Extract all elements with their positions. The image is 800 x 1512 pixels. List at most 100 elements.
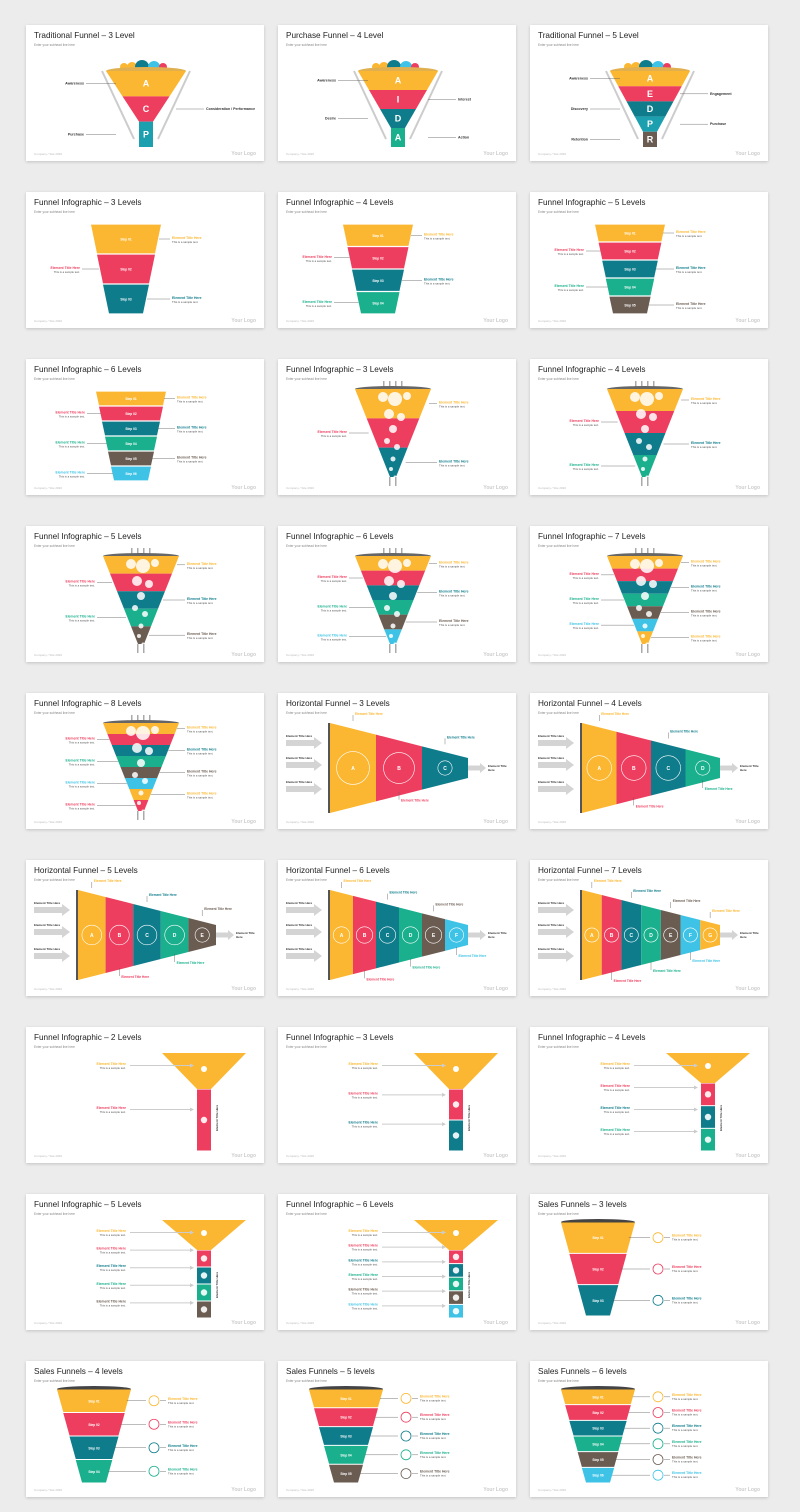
element-text: This is a sample text.: [352, 1095, 378, 1099]
slide-19[interactable]: Funnel Infographic – 2 Levels Enter your …: [26, 1027, 264, 1163]
element-title: Element Title Here: [691, 584, 721, 588]
slide-22[interactable]: Funnel Infographic – 5 Levels Enter your …: [26, 1194, 264, 1330]
slide-13[interactable]: Funnel Infographic – 8 Levels Enter your …: [26, 693, 264, 829]
element-title: Element Title Here: [705, 787, 733, 791]
funnel-ball: [397, 580, 405, 588]
slide-4[interactable]: Funnel Infographic – 3 Levels Enter your …: [26, 192, 264, 328]
element-text: This is a sample text.: [59, 475, 85, 479]
funnel-segment: [582, 723, 617, 813]
segment-letter: C: [629, 933, 633, 939]
slide-26[interactable]: Sales Funnels – 5 levels Enter your subhe…: [278, 1361, 516, 1497]
slide-logo: Your Logo: [735, 485, 760, 491]
slide-2[interactable]: Purchase Funnel – 4 Level Enter your subh…: [278, 25, 516, 161]
slide-9[interactable]: Funnel Infographic – 4 Levels Enter your …: [530, 359, 768, 495]
slide-6[interactable]: Funnel Infographic – 5 Levels Enter your …: [530, 192, 768, 328]
element-title: Element Title Here: [65, 781, 95, 785]
slide-17[interactable]: Horizontal Funnel – 6 Levels Enter your s…: [278, 860, 516, 996]
funnel-step: [602, 260, 658, 278]
slide-1[interactable]: Traditional Funnel – 3 Level Enter your s…: [26, 25, 264, 161]
funnel-segment: [133, 904, 161, 966]
segment-letter: A: [590, 933, 594, 939]
element-text: This is a sample text.: [69, 763, 95, 767]
slide-14[interactable]: Horizontal Funnel – 3 Levels Enter your s…: [278, 693, 516, 829]
slide-10[interactable]: Funnel Infographic – 5 Levels Enter your …: [26, 526, 264, 662]
element-title: Element Title Here: [420, 1470, 450, 1474]
element-text: This is a sample text.: [573, 601, 599, 605]
element-title: Element Title Here: [401, 799, 429, 803]
stage-icon: [200, 1272, 208, 1279]
funnel-segment: [601, 895, 622, 975]
stage-icon: [400, 1449, 412, 1461]
funnel-level: [378, 614, 408, 630]
slide-5[interactable]: Funnel Infographic – 4 Levels Enter your …: [278, 192, 516, 328]
slide-18[interactable]: Horizontal Funnel – 7 Levels Enter your s…: [530, 860, 768, 996]
step-label: Step 01: [88, 1399, 100, 1403]
element-title: Element Title Here: [424, 232, 454, 236]
element-title: Element Title Here: [439, 619, 469, 623]
slide-25[interactable]: Sales Funnels – 4 levels Enter your subhe…: [26, 1361, 264, 1497]
slide-11[interactable]: Funnel Infographic – 6 Levels Enter your …: [278, 526, 516, 662]
element-text: This is a sample text.: [573, 467, 599, 471]
stage-icon: [452, 1280, 460, 1288]
segment-badge: [655, 755, 681, 781]
slide-subtitle: Enter your subhead line here: [34, 210, 75, 214]
funnel-level: [380, 109, 416, 128]
slide-12[interactable]: Funnel Infographic – 7 Levels Enter your …: [530, 526, 768, 662]
slide-27[interactable]: Sales Funnels – 6 levels Enter your subhe…: [530, 1361, 768, 1497]
label-arrow: [382, 1274, 446, 1279]
slide-8[interactable]: Funnel Infographic – 3 Levels Enter your …: [278, 359, 516, 495]
element-text: This is a sample text.: [558, 252, 584, 256]
arrow-label: Element Title Here: [538, 901, 564, 905]
element-text: This is a sample text.: [321, 608, 347, 612]
level-label: Awareness: [569, 77, 588, 81]
element-text: This is a sample text.: [352, 1292, 378, 1296]
slide-footer: Company / Site 2020: [34, 486, 63, 490]
funnel-step: [96, 391, 166, 406]
stage-icon: [200, 1255, 208, 1262]
element-title: Element Title Here: [672, 1440, 702, 1444]
slide-subtitle: Enter your subhead line here: [538, 1045, 579, 1049]
level-label: Interest: [458, 98, 472, 102]
level-letter: P: [647, 119, 653, 129]
stage-icon: [652, 1407, 664, 1418]
funnel-step: [309, 1389, 383, 1408]
slide-artwork: Element Title Here Element Title Here Elem…: [286, 712, 507, 813]
slide-logo: Your Logo: [231, 318, 256, 324]
funnel-segment: [330, 890, 353, 980]
step-label: Step 02: [624, 250, 636, 254]
element-text: This is a sample text.: [420, 1417, 446, 1421]
segment-letter: E: [201, 933, 205, 939]
arrow-label: Element Title Here: [538, 734, 564, 738]
slide-24[interactable]: Sales Funnels – 3 levels Enter your subhe…: [530, 1194, 768, 1330]
funnel-ball: [642, 623, 648, 629]
element-title: Element Title Here: [317, 604, 347, 608]
element-text: This is a sample text.: [420, 1455, 446, 1459]
slide-7[interactable]: Funnel Infographic – 6 Levels Enter your …: [26, 359, 264, 495]
input-arrow: [538, 759, 574, 771]
funnel-level: [124, 608, 158, 627]
funnel-level: [617, 581, 673, 594]
label-arrow: [634, 1129, 698, 1134]
slide-21[interactable]: Funnel Infographic – 4 Levels Enter your …: [530, 1027, 768, 1163]
step-label: Step 01: [592, 1395, 604, 1399]
slide-15[interactable]: Horizontal Funnel – 4 Levels Enter your s…: [530, 693, 768, 829]
funnel-level: [366, 418, 420, 448]
slide-16[interactable]: Horizontal Funnel – 5 Levels Enter your s…: [26, 860, 264, 996]
slide-20[interactable]: Funnel Infographic – 3 Levels Enter your …: [278, 1027, 516, 1163]
funnel-segment: [330, 723, 376, 813]
label-arrow: [382, 1063, 446, 1068]
slide-title: Funnel Infographic – 4 Levels: [286, 198, 394, 207]
funnel-ball: [646, 444, 652, 450]
element-text: This is a sample text.: [420, 1474, 446, 1478]
slide-3[interactable]: Traditional Funnel – 5 Level Enter your s…: [530, 25, 768, 161]
label-arrow: [634, 1063, 698, 1068]
element-text: This is a sample text.: [168, 1471, 194, 1475]
element-title: Element Title Here: [65, 737, 95, 741]
slide-subtitle: Enter your subhead line here: [538, 377, 579, 381]
step-label: Step 01: [120, 238, 132, 242]
element-text: This is a sample text.: [676, 234, 702, 238]
slide-23[interactable]: Funnel Infographic – 6 Levels Enter your …: [278, 1194, 516, 1330]
